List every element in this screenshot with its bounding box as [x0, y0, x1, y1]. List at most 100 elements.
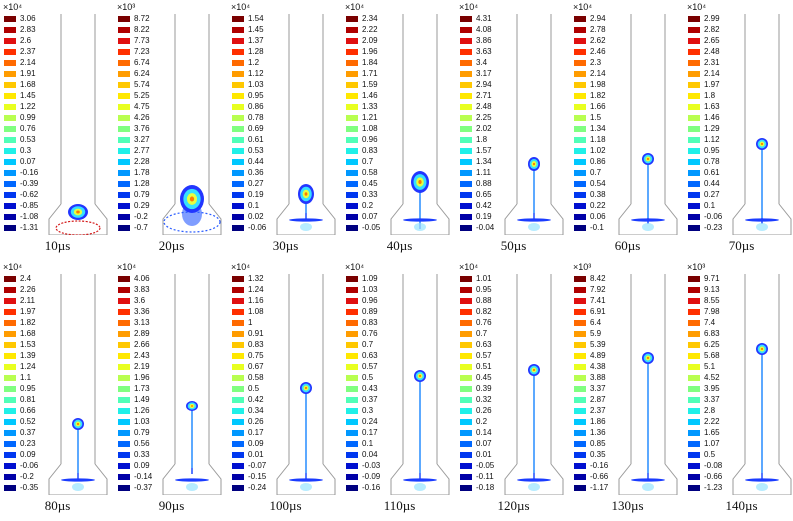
- colorbar-swatch: [346, 203, 358, 209]
- colorbar-tick-label: 0.35: [590, 450, 606, 459]
- colorbar-swatch: [574, 276, 586, 282]
- colorbar-tick-label: 0.09: [248, 439, 264, 448]
- colorbar-swatch: [118, 126, 130, 132]
- colorbar-swatch: [346, 386, 358, 392]
- colorbar-swatch: [574, 170, 586, 176]
- colorbar-swatch: [232, 375, 244, 381]
- colorbar-swatch: [460, 203, 472, 209]
- colorbar-swatch: [4, 331, 16, 337]
- colorbar-swatch: [4, 441, 16, 447]
- colorbar-swatch: [232, 364, 244, 370]
- colorbar-tick-label: 0.3: [362, 406, 374, 415]
- colorbar-swatch: [460, 159, 472, 165]
- colorbar-tick-label: 0.27: [248, 179, 264, 188]
- colorbar-swatch: [118, 192, 130, 198]
- colorbar-swatch: [574, 309, 586, 315]
- colorbar-tick-label: 0.02: [248, 212, 264, 221]
- colorbar-swatch: [460, 38, 472, 44]
- colorbar-tick-label: -0.37: [134, 483, 153, 492]
- colorbar-tick-label: 9.71: [704, 274, 720, 283]
- colorbar-swatch: [4, 93, 16, 99]
- colorbar-swatch: [118, 82, 130, 88]
- colorbar-swatch: [118, 214, 130, 220]
- colorbar-tick-label: 3.83: [134, 285, 150, 294]
- colorbar-swatch: [460, 408, 472, 414]
- colorbar-tick-label: 8.22: [134, 25, 150, 34]
- time-label: 90µs: [158, 498, 185, 513]
- colorbar-tick-label: -0.35: [20, 483, 39, 492]
- colorbar-tick-label: 1: [248, 318, 253, 327]
- colorbar-swatch: [688, 408, 700, 414]
- colorbar-swatch: [4, 298, 16, 304]
- colorbar-tick-label: 1.24: [20, 362, 36, 371]
- colorbar-swatch: [118, 430, 130, 436]
- colorbar-swatch: [460, 115, 472, 121]
- colorbar-tick-label: 1.33: [362, 102, 378, 111]
- colorbar-tick-label: 2.71: [476, 91, 492, 100]
- colorbar-swatch: [688, 485, 700, 491]
- colorbar-swatch: [346, 159, 358, 165]
- colorbar-swatch: [688, 276, 700, 282]
- colorbar-tick-label: 0.57: [362, 362, 378, 371]
- colorbar-swatch: [346, 474, 358, 480]
- colorbar-swatch: [232, 408, 244, 414]
- colorbar-tick-label: 1.91: [20, 69, 36, 78]
- colorbar-tick-label: 6.74: [134, 58, 150, 67]
- colorbar-swatch: [4, 419, 16, 425]
- colorbar-tick-label: -0.06: [20, 461, 39, 470]
- colorbar-tick-label: 1.63: [704, 102, 720, 111]
- colorbar-tick-label: 8.42: [590, 274, 606, 283]
- colorbar-tick-label: 0.37: [20, 428, 36, 437]
- colorbar-tick-label: 1.5: [590, 113, 602, 122]
- time-label: 60µs: [614, 238, 641, 253]
- colorbar-tick-label: 0.88: [476, 296, 492, 305]
- colorbar-swatch: [4, 342, 16, 348]
- colorbar-tick-label: 0.85: [590, 439, 606, 448]
- colorbar-tick-label: 2.25: [476, 113, 492, 122]
- colorbar-swatch: [574, 364, 586, 370]
- colorbar-tick-label: 0.17: [362, 428, 378, 437]
- colorbar-tick-label: 2.87: [590, 395, 606, 404]
- colorbar-swatch: [460, 192, 472, 198]
- colorbar-tick-label: 0.83: [248, 340, 264, 349]
- colorbar: [118, 14, 130, 234]
- colorbar-tick-label: 6.83: [704, 329, 720, 338]
- colorbar-tick-label: 0.61: [704, 168, 720, 177]
- colorbar-swatch: [232, 298, 244, 304]
- colorbar-tick-label: 1.46: [362, 91, 378, 100]
- colorbar-swatch: [118, 16, 130, 22]
- colorbar-swatch: [118, 320, 130, 326]
- colorbar-tick-label: 1.03: [362, 285, 378, 294]
- droplet-head-core: [190, 405, 194, 407]
- colorbar-swatch: [346, 93, 358, 99]
- liquid-pool: [517, 478, 551, 482]
- colorbar-tick-label: 0.58: [248, 373, 264, 382]
- colorbar-swatch: [232, 49, 244, 55]
- colorbar-swatch: [118, 27, 130, 33]
- panel-30µs: ×10⁴ 1.54 1.45 1.37 1.28 1.2 1.12 1.03 0.95 0.86 0…: [229, 0, 342, 260]
- time-label: 70µs: [728, 238, 755, 253]
- colorbar-swatch: [4, 309, 16, 315]
- colorbar-tick-label: 3.37: [704, 395, 720, 404]
- droplet-head-core: [760, 347, 764, 351]
- colorbar-tick-label: 3.27: [134, 135, 150, 144]
- colorbar-swatch: [232, 181, 244, 187]
- liquid-pool: [289, 218, 323, 222]
- colorbar-swatch: [688, 225, 700, 231]
- colorbar-tick-label: 1.28: [134, 179, 150, 188]
- colorbar-exponent: ×10⁴: [3, 262, 23, 272]
- nozzle-left: [618, 463, 632, 495]
- colorbar-swatch: [4, 38, 16, 44]
- colorbar-swatch: [232, 214, 244, 220]
- colorbar-tick-label: 1.96: [134, 373, 150, 382]
- time-label: 110µs: [383, 498, 416, 513]
- colorbar-swatch: [460, 148, 472, 154]
- colorbar-swatch: [4, 16, 16, 22]
- colorbar-tick-label: 0.17: [248, 428, 264, 437]
- colorbar-tick-label: 0.19: [476, 212, 492, 221]
- colorbar-swatch: [688, 364, 700, 370]
- colorbar-tick-label: 4.38: [590, 362, 606, 371]
- colorbar-tick-label: 0.01: [248, 450, 264, 459]
- colorbar-swatch: [688, 441, 700, 447]
- colorbar-swatch: [460, 419, 472, 425]
